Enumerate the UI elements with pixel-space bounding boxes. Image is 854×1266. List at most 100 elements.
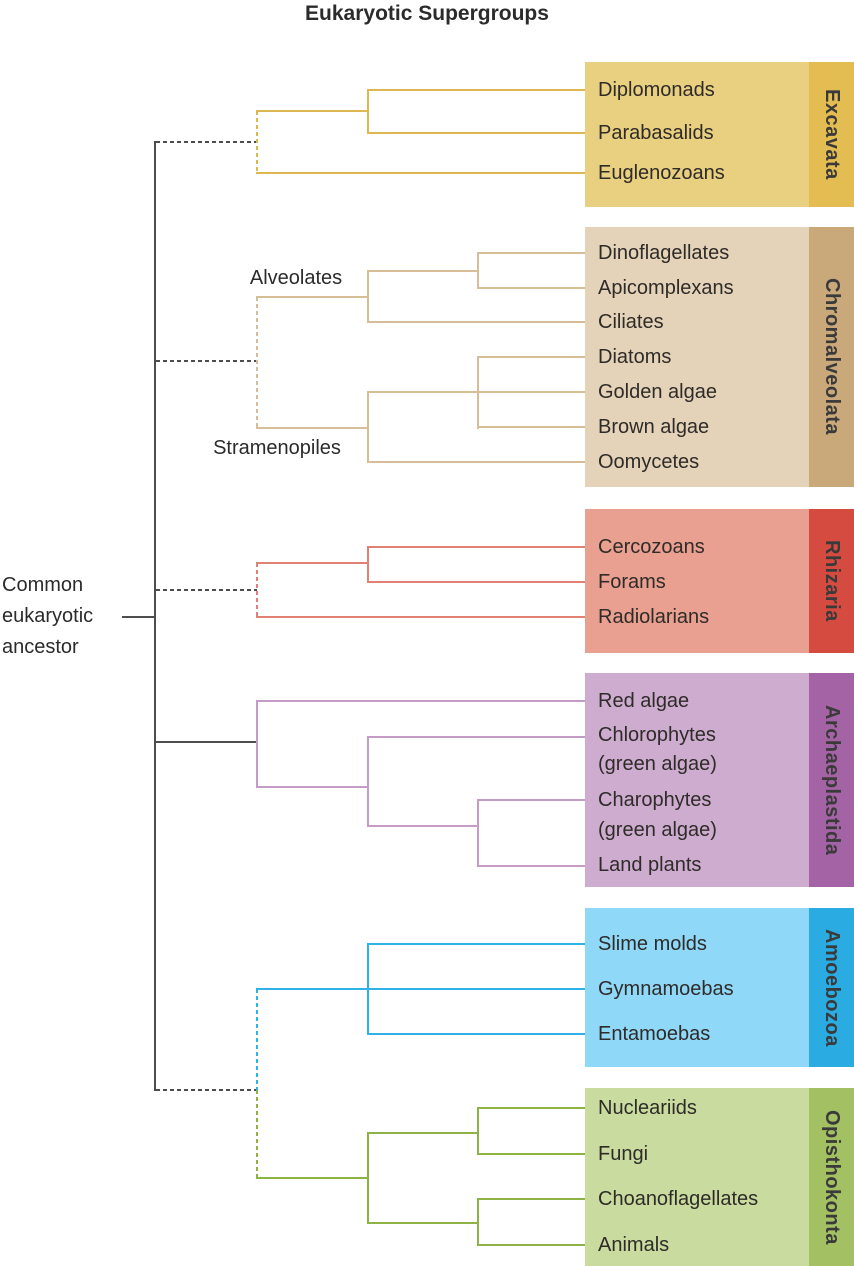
choano-animal-branch — [367, 1222, 479, 1224]
diagram-title: Eukaryotic Supergroups — [305, 2, 549, 25]
opisthokonta-band: Opisthokonta — [809, 1088, 854, 1266]
taxon-oomycetes: Oomycetes — [598, 451, 700, 473]
choano-animal-bracket — [477, 1198, 479, 1246]
opisthokonta-stem-branch — [256, 1177, 369, 1179]
alveolates-branch — [256, 296, 369, 298]
taxon-brown-algae: Brown algae — [598, 416, 710, 438]
root-label-line1: Common — [2, 574, 84, 596]
taxon-golden-algae: Golden algae — [598, 381, 717, 403]
taxon-gymnamoebas: Gymnamoebas — [598, 978, 734, 1000]
alveolates-label: Alveolates — [249, 267, 343, 289]
nucleariid-fungi-bracket — [477, 1107, 479, 1155]
radiolarians-branch — [256, 616, 585, 618]
rhizaria-box: Cercozoans Forams Radiolarians Rhizaria — [585, 509, 854, 653]
alveolates-bracket — [367, 270, 369, 323]
golden-algae-branch — [367, 391, 585, 393]
land-plants-branch — [477, 865, 585, 867]
opisthokonta-bracket — [367, 1132, 369, 1224]
diplomonads-branch — [367, 89, 585, 91]
opisthokonta-band-label: Opisthokonta — [821, 1109, 843, 1245]
excavata-box: Diplomonads Parabasalids Euglenozoans Ex… — [585, 62, 854, 207]
oomycetes-branch — [367, 461, 585, 463]
gymnamoebas-branch — [256, 988, 585, 990]
rhizaria-junction-line — [256, 563, 258, 618]
fungi-branch — [477, 1153, 585, 1155]
excavata-band-label: Excavata — [821, 89, 843, 180]
taxon-forams: Forams — [598, 571, 666, 593]
opisthokonta-junction-line — [256, 1090, 258, 1178]
taxon-apicomplexans: Apicomplexans — [598, 277, 734, 299]
unikont-trunk-branch — [156, 1089, 257, 1091]
green-lineage-branch — [256, 786, 368, 788]
nucleariid-fungi-branch — [367, 1132, 479, 1134]
taxon-choanoflagellates: Choanoflagellates — [598, 1188, 759, 1210]
rhizaria-band-label: Rhizaria — [821, 540, 843, 622]
amoebozoa-band: Amoebozoa — [809, 908, 854, 1067]
rhizaria-upper-branch — [256, 562, 369, 564]
dino-apicomplexan-bracket — [477, 252, 479, 289]
red-algae-branch — [256, 700, 585, 702]
chlorophytes-branch — [367, 736, 585, 738]
opisthokonta-box: Nucleariids Fungi Choanoflagellates Anim… — [585, 1088, 854, 1266]
charophyte-landplant-branch — [367, 825, 478, 827]
choanoflagellates-branch — [477, 1198, 585, 1200]
taxon-euglenozoans: Euglenozoans — [598, 162, 725, 184]
archaeplastida-bracket-3 — [477, 799, 479, 867]
nucleariids-branch — [477, 1107, 585, 1109]
archaeplastida-bracket-1 — [256, 700, 258, 788]
euglenozoans-branch — [256, 172, 585, 174]
taxon-land-plants: Land plants — [598, 854, 702, 876]
charophytes-branch — [477, 799, 585, 801]
dino-apicomplexan-branch — [367, 270, 479, 272]
amoebozoa-bracket — [367, 943, 369, 1035]
rhizaria-band: Rhizaria — [809, 509, 854, 653]
brown-algae-branch — [477, 426, 585, 428]
parabasalids-branch — [367, 132, 585, 134]
entamoebas-branch — [367, 1033, 585, 1035]
excavata-trunk-branch — [156, 141, 257, 143]
stramenopiles-bracket — [367, 391, 369, 463]
excavata-band: Excavata — [809, 62, 854, 207]
amoebozoa-band-label: Amoebozoa — [821, 928, 843, 1047]
archaeplastida-band: Archaeplastida — [809, 673, 854, 887]
animals-branch — [477, 1244, 585, 1246]
root-label: Common eukaryotic ancestor — [2, 570, 93, 663]
excavata-junction-line — [256, 111, 258, 174]
taxon-radiolarians: Radiolarians — [598, 606, 710, 628]
forams-branch — [367, 581, 585, 583]
stramenopiles-label: Stramenopiles — [213, 437, 341, 459]
amoebozoa-junction-line — [256, 989, 258, 1090]
amoebozoa-box: Slime molds Gymnamoebas Entamoebas Amoeb… — [585, 908, 854, 1067]
taxon-fungi: Fungi — [598, 1143, 649, 1165]
archaeplastida-trunk-branch — [156, 741, 258, 743]
apicomplexans-branch — [477, 287, 585, 289]
rhizaria-bracket — [367, 546, 369, 583]
taxon-chlorophytes: Chlorophytes — [598, 724, 716, 746]
root-connector-line — [122, 616, 155, 618]
slime-molds-branch — [367, 943, 585, 945]
stramenopiles-branch — [256, 427, 369, 429]
ciliates-branch — [367, 321, 585, 323]
archaeplastida-box: Red algae Chlorophytes (green algae) Cha… — [585, 673, 854, 887]
taxon-charophytes: Charophytes — [598, 789, 712, 811]
taxon-entamoebas: Entamoebas — [598, 1023, 711, 1045]
diatoms-branch — [477, 356, 585, 358]
chromalveolata-trunk-branch — [156, 360, 257, 362]
cercozoans-branch — [367, 546, 585, 548]
taxon-chlorophytes-qualifier: (green algae) — [598, 753, 717, 775]
excavata-upper-branch — [256, 110, 369, 112]
chromalveolata-band: Chromalveolata — [809, 227, 854, 487]
taxon-cercozoans: Cercozoans — [598, 536, 705, 558]
chromalveolata-band-label: Chromalveolata — [821, 278, 843, 436]
dinoflagellates-branch — [477, 252, 585, 254]
taxon-red-algae: Red algae — [598, 690, 690, 712]
taxon-charophytes-qualifier: (green algae) — [598, 819, 717, 841]
chromalveolata-junction-line — [256, 297, 258, 429]
archaeplastida-bracket-2 — [367, 736, 369, 827]
rhizaria-trunk-branch — [156, 589, 257, 591]
taxon-ciliates: Ciliates — [598, 311, 664, 333]
chromalveolata-box: Dinoflagellates Apicomplexans Ciliates D… — [585, 227, 854, 487]
taxon-nucleariids: Nucleariids — [598, 1097, 697, 1119]
root-label-line3: ancestor — [2, 636, 79, 658]
